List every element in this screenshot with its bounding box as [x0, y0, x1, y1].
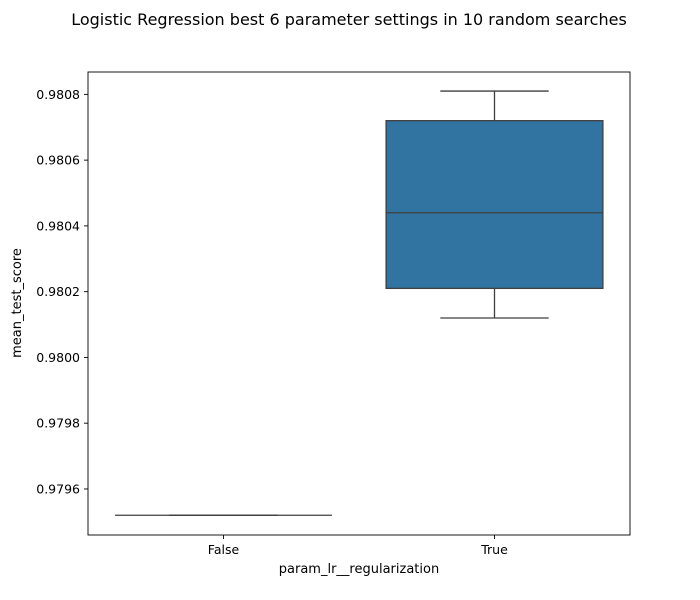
y-tick-label: 0.9798 [36, 416, 80, 431]
x-tick-label: False [208, 542, 240, 557]
y-tick-label: 0.9804 [36, 218, 80, 233]
plot-frame [87, 71, 631, 536]
y-axis-label: mean_test_score [10, 248, 25, 358]
x-axis-label: param_lr__regularization [279, 562, 439, 577]
chart-title: Logistic Regression best 6 parameter set… [71, 10, 627, 29]
y-tick-label: 0.9808 [36, 87, 80, 102]
box-true [385, 90, 604, 319]
y-tick-label: 0.9806 [36, 153, 80, 168]
y-tick-label: 0.9802 [36, 284, 80, 299]
x-axis-ticks: False True [208, 535, 508, 557]
box-body [385, 120, 604, 290]
y-axis-ticks: 0.9796 0.9798 0.9800 0.9802 0.9804 0.9806 0.98… [36, 87, 88, 496]
plot-area [87, 71, 631, 536]
y-tick-label: 0.9796 [36, 481, 80, 496]
y-tick-label: 0.9800 [36, 350, 80, 365]
x-tick-label: True [480, 542, 508, 557]
